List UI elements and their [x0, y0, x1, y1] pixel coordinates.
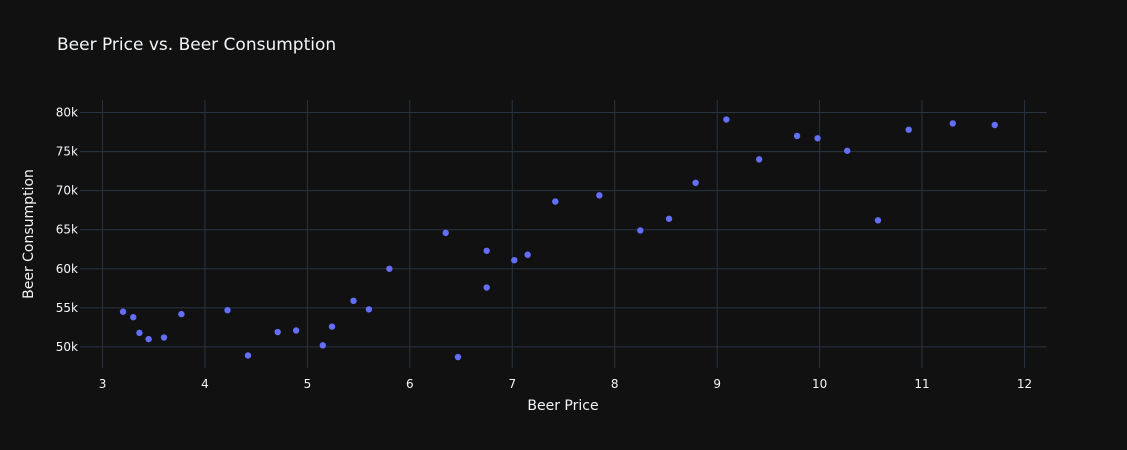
data-point [224, 307, 230, 313]
y-tick-label: 55k [56, 301, 78, 315]
y-axis-title: Beer Consumption [21, 169, 37, 299]
x-tick-label: 7 [508, 377, 516, 391]
data-point [844, 148, 850, 154]
data-point [692, 180, 698, 186]
y-tick-label: 80k [56, 106, 78, 120]
y-tick-label: 50k [56, 340, 78, 354]
data-point [350, 298, 356, 304]
data-point [552, 198, 558, 204]
data-point [455, 354, 461, 360]
y-tick-label: 75k [56, 145, 78, 159]
data-point [293, 327, 299, 333]
x-tick-label: 9 [713, 377, 721, 391]
x-tick-label: 4 [201, 377, 209, 391]
data-point [756, 156, 762, 162]
data-point [161, 334, 167, 340]
y-tick-label: 60k [56, 262, 78, 276]
x-tick-label: 3 [99, 377, 107, 391]
x-tick-label: 10 [812, 377, 827, 391]
x-tick-label: 8 [611, 377, 619, 391]
data-point [637, 227, 643, 233]
data-point [511, 257, 517, 263]
data-point [130, 314, 136, 320]
data-point [145, 336, 151, 342]
data-point [275, 329, 281, 335]
data-point [666, 216, 672, 222]
x-tick-label: 6 [406, 377, 414, 391]
data-point [442, 230, 448, 236]
x-tick-label: 11 [914, 377, 929, 391]
data-point [178, 311, 184, 317]
data-point [120, 309, 126, 315]
chart-title: Beer Price vs. Beer Consumption [57, 35, 336, 55]
data-point [524, 252, 530, 258]
data-point [723, 116, 729, 122]
data-point [366, 306, 372, 312]
data-point [596, 192, 602, 198]
data-point [906, 126, 912, 132]
data-point [320, 342, 326, 348]
data-point [875, 217, 881, 223]
data-point [794, 133, 800, 139]
y-tick-label: 65k [56, 223, 78, 237]
data-point [950, 120, 956, 126]
data-point [483, 284, 489, 290]
data-point [329, 323, 335, 329]
x-tick-label: 12 [1017, 377, 1032, 391]
x-tick-label: 5 [304, 377, 312, 391]
data-point [386, 266, 392, 272]
data-point [483, 248, 489, 254]
data-point [136, 330, 142, 336]
data-point [245, 352, 251, 358]
x-axis-title: Beer Price [527, 398, 598, 414]
data-point [992, 122, 998, 128]
y-tick-label: 70k [56, 184, 78, 198]
data-point [814, 135, 820, 141]
